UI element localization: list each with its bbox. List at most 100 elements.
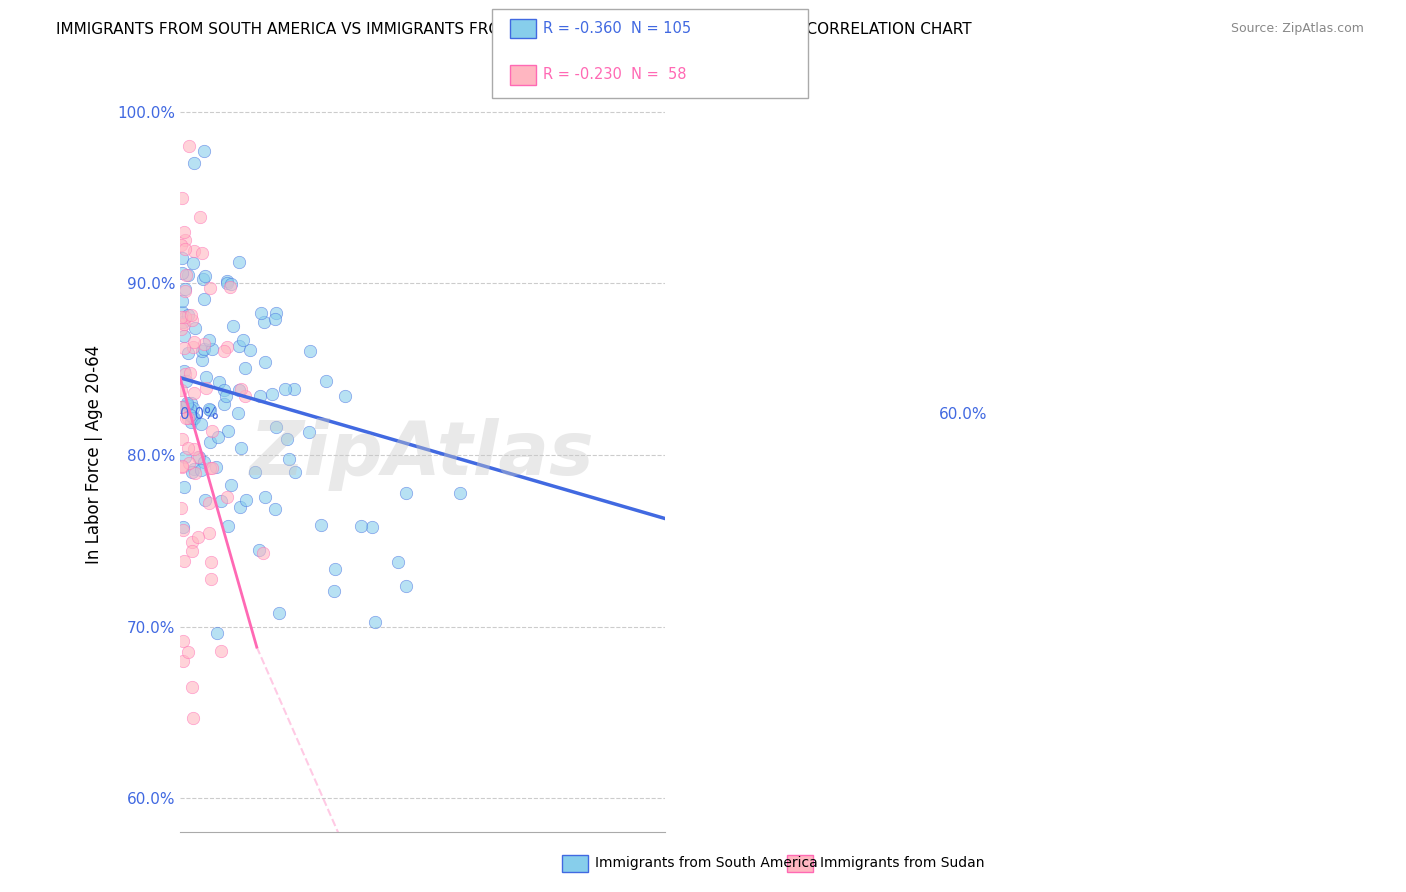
- Point: [173, 310, 195, 325]
- Point: [264, 311, 287, 326]
- Point: [387, 555, 409, 569]
- Point: [187, 450, 209, 464]
- Point: [233, 389, 256, 403]
- Point: [181, 410, 204, 425]
- Point: [215, 490, 238, 504]
- Point: [176, 398, 198, 412]
- Point: [174, 410, 197, 425]
- Point: [195, 381, 218, 395]
- Point: [183, 462, 205, 476]
- Point: [200, 555, 222, 569]
- Point: [231, 382, 253, 396]
- Point: [181, 340, 204, 354]
- Point: [226, 406, 249, 420]
- Point: [173, 329, 195, 343]
- Point: [170, 459, 193, 474]
- Point: [249, 389, 271, 403]
- Point: [217, 519, 239, 533]
- Text: 0.0%: 0.0%: [180, 407, 219, 422]
- Point: [181, 401, 204, 415]
- Text: R = -0.360  N = 105: R = -0.360 N = 105: [543, 21, 690, 36]
- Point: [205, 625, 228, 640]
- Point: [247, 543, 270, 558]
- Point: [183, 386, 205, 401]
- Point: [170, 322, 193, 336]
- Point: [170, 383, 193, 397]
- Point: [212, 343, 235, 358]
- Point: [229, 500, 252, 515]
- Point: [174, 367, 197, 381]
- Point: [183, 411, 205, 425]
- Point: [276, 432, 298, 446]
- Point: [215, 340, 238, 354]
- Point: [333, 389, 356, 403]
- Point: [170, 401, 193, 415]
- Point: [179, 401, 201, 416]
- Point: [172, 304, 194, 318]
- Point: [274, 383, 297, 397]
- Point: [170, 459, 193, 474]
- Point: [197, 496, 219, 510]
- Y-axis label: In Labor Force | Age 20-64: In Labor Force | Age 20-64: [86, 345, 103, 565]
- Point: [170, 500, 193, 515]
- Point: [177, 139, 200, 153]
- Point: [219, 478, 242, 492]
- Point: [207, 430, 229, 444]
- Point: [180, 308, 202, 322]
- Point: [217, 277, 239, 291]
- Point: [361, 520, 384, 534]
- Point: [209, 644, 232, 658]
- Point: [177, 410, 200, 425]
- Point: [278, 452, 301, 467]
- Point: [183, 442, 205, 456]
- Point: [177, 441, 200, 455]
- Point: [309, 518, 332, 533]
- Point: [231, 441, 253, 455]
- Point: [170, 432, 193, 446]
- Point: [243, 465, 266, 479]
- Point: [191, 353, 214, 368]
- Point: [177, 268, 200, 283]
- Point: [201, 424, 224, 438]
- Point: [174, 242, 197, 256]
- Point: [194, 268, 217, 283]
- Point: [172, 633, 194, 648]
- Point: [172, 190, 194, 204]
- Text: ZipAtlas: ZipAtlas: [250, 418, 595, 491]
- Point: [173, 481, 195, 495]
- Point: [322, 583, 344, 598]
- Point: [218, 280, 240, 294]
- Point: [212, 397, 235, 411]
- Point: [183, 335, 205, 350]
- Point: [209, 494, 232, 508]
- Point: [170, 401, 193, 415]
- Point: [194, 493, 217, 508]
- Point: [179, 408, 201, 422]
- Point: [173, 318, 195, 332]
- Point: [173, 225, 195, 239]
- Point: [173, 341, 195, 355]
- Point: [180, 312, 202, 326]
- Text: R = -0.230  N =  58: R = -0.230 N = 58: [543, 68, 686, 82]
- Point: [193, 293, 215, 307]
- Point: [228, 254, 250, 268]
- Point: [395, 579, 418, 593]
- Point: [181, 711, 204, 725]
- Point: [173, 364, 195, 378]
- Point: [181, 544, 204, 558]
- Point: [172, 266, 194, 280]
- Point: [252, 546, 274, 560]
- Point: [249, 306, 271, 320]
- Point: [190, 463, 212, 477]
- Point: [198, 525, 221, 540]
- Point: [200, 435, 222, 450]
- Point: [217, 425, 239, 439]
- Point: [222, 318, 245, 333]
- Point: [193, 343, 215, 357]
- Text: Immigrants from Sudan: Immigrants from Sudan: [820, 856, 984, 871]
- Point: [190, 417, 212, 432]
- Point: [177, 308, 200, 322]
- Point: [170, 310, 193, 324]
- Point: [180, 415, 202, 429]
- Point: [179, 367, 201, 381]
